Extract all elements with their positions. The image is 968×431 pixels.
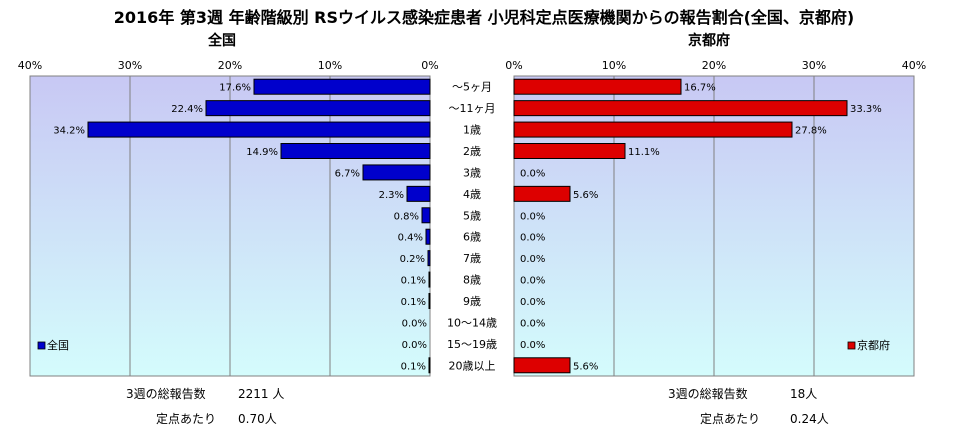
- category-label: 8歳: [463, 274, 481, 287]
- right-panel-title: 京都府: [688, 33, 730, 49]
- category-label: 9歳: [463, 295, 481, 308]
- kyoto-data-label: 27.8%: [795, 126, 827, 137]
- national-bar: [427, 250, 431, 267]
- category-label: 15～19歳: [447, 338, 497, 351]
- national-tick-label: 0%: [421, 59, 438, 72]
- category-label: 2歳: [463, 145, 481, 158]
- national-data-label: 0.8%: [394, 211, 419, 222]
- kyoto-tick-label: 30%: [802, 59, 826, 72]
- national-data-label: 6.7%: [335, 168, 360, 179]
- category-label: 5歳: [463, 209, 481, 222]
- national-data-label: 0.0%: [402, 318, 427, 329]
- national-data-label: 14.9%: [246, 147, 278, 158]
- national-bar: [406, 185, 431, 202]
- national-bar: [87, 121, 431, 138]
- kyoto-data-label: 0.0%: [520, 297, 545, 308]
- kyoto-tick-label: 0%: [505, 59, 522, 72]
- national-data-label: 22.4%: [171, 104, 203, 115]
- kyoto-data-label: 0.0%: [520, 233, 545, 244]
- national-data-label: 0.1%: [401, 361, 426, 372]
- kyoto-bar: [513, 185, 571, 202]
- left-panel-title: 全国: [208, 33, 236, 49]
- kyoto-tick-label: 40%: [902, 59, 926, 72]
- national-bar: [428, 271, 431, 288]
- national-bar: [421, 207, 431, 224]
- national-data-label: 34.2%: [53, 126, 85, 137]
- kyoto-data-label: 0.0%: [520, 340, 545, 351]
- kyoto-data-label: 0.0%: [520, 276, 545, 287]
- kyoto-bar: [513, 121, 793, 138]
- kyoto-data-label: 5.6%: [573, 361, 598, 372]
- kyoto-data-label: 16.7%: [684, 83, 716, 94]
- kyoto-bar: [513, 143, 626, 159]
- category-label: 4歳: [463, 188, 481, 201]
- kyoto-data-label: 11.1%: [628, 147, 660, 158]
- kyoto-bar: [513, 100, 848, 117]
- national-tick-label: 30%: [118, 59, 142, 72]
- category-label: ～11ヶ月: [449, 102, 496, 115]
- national-bar: [253, 78, 431, 95]
- national-data-label: 2.3%: [379, 190, 404, 201]
- category-label: 10～14歳: [447, 316, 497, 329]
- left-total-label: 3週の総報告数: [126, 387, 206, 401]
- national-data-label: 0.4%: [398, 233, 423, 244]
- national-bar: [362, 164, 431, 181]
- category-label: 20歳以上: [449, 359, 496, 372]
- kyoto-data-label: 33.3%: [850, 104, 882, 115]
- category-label: 3歳: [463, 166, 481, 179]
- national-bar: [205, 100, 431, 117]
- national-data-label: 0.2%: [400, 254, 425, 265]
- kyoto-data-label: 0.0%: [520, 211, 545, 222]
- kyoto-data-label: 5.6%: [573, 190, 598, 201]
- national-data-label: 0.1%: [401, 276, 426, 287]
- national-bar: [425, 228, 431, 245]
- national-bar: [428, 357, 431, 374]
- category-label: ～5ヶ月: [452, 81, 492, 94]
- kyoto-tick-label: 20%: [702, 59, 726, 72]
- category-label: 6歳: [463, 231, 481, 244]
- kyoto-data-label: 0.0%: [520, 254, 545, 265]
- national-bar: [280, 143, 431, 159]
- kyoto-legend-swatch: [847, 341, 856, 350]
- category-label: 7歳: [463, 252, 481, 265]
- left-total-value: 2211 人: [238, 387, 285, 401]
- national-tick-label: 20%: [218, 59, 242, 72]
- national-bar: [428, 293, 431, 309]
- kyoto-bar: [513, 357, 571, 374]
- national-legend-swatch: [37, 341, 46, 350]
- kyoto-data-label: 0.0%: [520, 318, 545, 329]
- right-per-site-label: 定点あたり: [700, 412, 761, 426]
- kyoto-bar: [513, 78, 682, 95]
- left-per-site-label: 定点あたり: [156, 412, 217, 426]
- national-tick-label: 10%: [318, 59, 342, 72]
- right-total-value: 18人: [790, 387, 818, 401]
- left-per-site-value: 0.70人: [238, 412, 277, 426]
- kyoto-legend-label: 京都府: [857, 338, 890, 352]
- right-total-label: 3週の総報告数: [668, 387, 748, 401]
- category-label: 1歳: [463, 124, 481, 137]
- national-data-label: 17.6%: [219, 83, 251, 94]
- national-data-label: 0.0%: [402, 340, 427, 351]
- kyoto-data-label: 0.0%: [520, 168, 545, 179]
- national-data-label: 0.1%: [401, 297, 426, 308]
- kyoto-tick-label: 10%: [602, 59, 626, 72]
- right-per-site-value: 0.24人: [790, 412, 829, 426]
- national-tick-label: 40%: [18, 59, 42, 72]
- national-legend-label: 全国: [47, 338, 69, 352]
- chart-title: 2016年 第3週 年齢階級別 RSウイルス感染症患者 小児科定点医療機関からの…: [113, 8, 855, 27]
